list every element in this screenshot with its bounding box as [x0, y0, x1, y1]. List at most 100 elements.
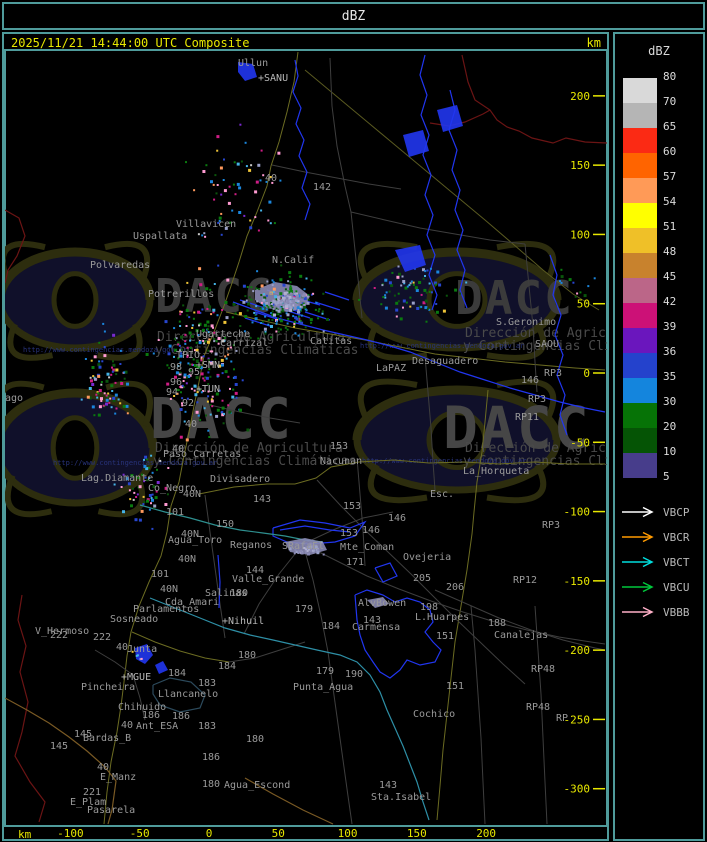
map-place-label: Catitas	[310, 336, 352, 347]
echo-dot	[303, 305, 307, 309]
echo-dot	[295, 299, 299, 303]
echo-dot	[240, 160, 243, 163]
echo-dot	[221, 309, 224, 311]
echo-dot	[397, 292, 400, 295]
echo-dot	[244, 315, 248, 318]
echo-dot	[269, 176, 272, 178]
echo-dot	[210, 398, 213, 401]
echo-dot	[429, 267, 432, 270]
echo-dot	[217, 264, 220, 267]
echo-dot	[183, 386, 186, 389]
echo-dot	[284, 297, 287, 299]
echo-dot	[205, 414, 207, 417]
echo-dot	[88, 396, 92, 400]
vector-arrow-icon	[622, 556, 654, 568]
echo-dot	[199, 418, 202, 421]
echo-dot	[197, 233, 200, 236]
map-place-label: 98	[170, 362, 182, 373]
echo-dot	[303, 303, 306, 306]
echo-dot	[209, 375, 212, 378]
echo-dot	[212, 308, 216, 312]
echo-dot	[178, 372, 182, 376]
echo-dot	[306, 301, 310, 305]
echo-dot	[249, 336, 252, 339]
echo-dot	[278, 299, 281, 302]
echo-dot	[110, 384, 114, 388]
echo-dot	[144, 476, 147, 479]
map-place-label: LaPAZ	[376, 363, 406, 374]
echo-dot	[112, 333, 116, 337]
echo-dot	[271, 319, 274, 321]
echo-dot	[201, 308, 204, 311]
echo-dot	[213, 340, 216, 343]
echo-dot	[183, 373, 187, 377]
echo-dot	[289, 285, 292, 288]
echo-dot	[151, 527, 154, 530]
echo-dot	[167, 352, 171, 356]
echo-dot	[98, 389, 102, 392]
echo-dot	[398, 272, 401, 276]
echo-dot	[112, 368, 116, 372]
echo-dot	[267, 323, 270, 326]
echo-dot	[294, 299, 297, 302]
echo-dot	[174, 348, 178, 352]
echo-dot	[234, 391, 238, 395]
echo-dot	[185, 161, 187, 164]
echo-dot	[217, 337, 221, 340]
echo-dot	[119, 402, 122, 405]
map-lines	[304, 69, 600, 311]
map-place-label: Esc.	[430, 489, 454, 500]
echo-dot	[252, 290, 255, 293]
echo-dot	[297, 309, 300, 311]
echo-dot	[436, 270, 440, 274]
echo-dot	[205, 287, 209, 291]
echo-dot	[254, 216, 257, 219]
echo-dot	[291, 299, 294, 302]
echo-dot	[114, 393, 118, 397]
echo-dot	[250, 164, 253, 167]
echo-dot	[208, 305, 212, 309]
echo-dot	[260, 301, 263, 304]
echo-dot	[203, 323, 207, 327]
echo-dot	[150, 497, 153, 499]
echo-dot	[271, 313, 275, 317]
echo-dot	[255, 180, 259, 184]
map-place-label: 145	[50, 741, 68, 752]
echo-dot	[279, 319, 283, 323]
echo-dot	[435, 303, 438, 305]
echo-dot	[217, 342, 220, 345]
echo-dot	[262, 298, 266, 302]
echo-dot	[297, 315, 300, 318]
bottom-axis-label: 100	[338, 827, 358, 839]
echo-dot	[300, 304, 303, 306]
map-place-label: SRafaEl	[282, 541, 324, 552]
echo-dot	[106, 372, 110, 376]
echo-dot	[270, 312, 273, 315]
map-area-fill	[437, 105, 463, 132]
echo-dot	[307, 298, 310, 301]
echo-dot	[178, 344, 181, 347]
echo-dot	[270, 336, 273, 339]
echo-dot	[166, 382, 170, 386]
dbz-band-label: 45	[663, 270, 677, 283]
vector-legend-row: VBCP	[621, 504, 690, 520]
echo-dot	[164, 486, 168, 490]
map-place-label: La_Horqueta	[463, 466, 529, 477]
echo-dot	[257, 229, 260, 232]
echo-dot	[268, 200, 272, 204]
echo-dot	[422, 268, 425, 272]
dbz-band-swatch	[623, 403, 657, 428]
echo-dot	[425, 291, 428, 294]
dacc-eye-logo	[5, 380, 158, 518]
echo-dot	[321, 312, 324, 315]
echo-dot	[317, 548, 320, 551]
echo-dot	[193, 311, 196, 314]
echo-dot	[102, 404, 105, 407]
echo-dot	[176, 341, 180, 345]
echo-dot	[105, 394, 108, 397]
echo-dot	[156, 481, 160, 484]
echo-dot	[119, 363, 122, 365]
echo-dot	[317, 317, 320, 320]
echo-dot	[385, 291, 388, 294]
